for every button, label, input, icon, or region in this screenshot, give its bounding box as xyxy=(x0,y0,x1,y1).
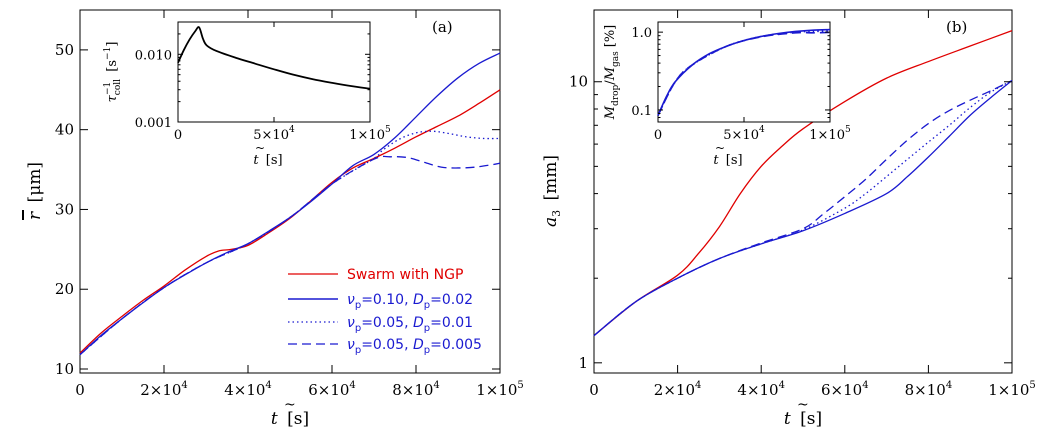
svg-text:Mdrop/Mgas[%]: Mdrop/Mgas[%] xyxy=(603,25,621,121)
panel-a-inset-series xyxy=(177,26,371,90)
panel-b-series-0 xyxy=(593,30,1013,337)
panel-b-inset-y-label: Mdrop/Mgas[%] xyxy=(603,25,621,121)
panel-a-inset-series-0 xyxy=(177,26,371,90)
panel-b-x-tick-label: 8×104 xyxy=(905,380,953,399)
panel-a-series xyxy=(79,52,501,356)
panel-b-x-label-tilde: ~ xyxy=(797,397,809,413)
panel-b-inset-series-2 xyxy=(657,31,831,116)
panel-a-y-tick-label: 50 xyxy=(55,41,74,59)
panel-a-label: (a) xyxy=(432,18,453,36)
panel-a-y-tick-label: 20 xyxy=(55,280,74,298)
panel-a-y-label-unit: [μm] xyxy=(25,162,45,202)
panel-b-inset-series xyxy=(657,28,831,116)
panel-b-y-tick-label: 1 xyxy=(578,354,588,372)
panel-b-inset-x-tick-label: 5×104 xyxy=(723,125,765,143)
panel-a-x-tick-label: 8×104 xyxy=(392,380,440,399)
panel-b-inset-x-tick-label: 0 xyxy=(654,128,662,143)
panel-a-x-label-symbol: t xyxy=(271,409,278,429)
svg-text:r [μm]: r [μm] xyxy=(25,162,45,220)
panel-b-label: (b) xyxy=(946,18,967,36)
panel-b-y-tick-label: 10 xyxy=(569,73,588,91)
panel-b-inset-y-tick-label: 0.1 xyxy=(631,104,652,119)
panel-b-inset-x-tick-label: 1×105 xyxy=(809,125,851,143)
panel-a-legend: Swarm with NGP νp=0.10, Dp=0.02 νp=0.05,… xyxy=(288,267,482,356)
panel-a-y-tick-label: 10 xyxy=(55,360,74,378)
panel-a-inset-x-tick-label: 5×104 xyxy=(253,125,295,143)
panel-a-x-tick-label: 6×104 xyxy=(308,380,356,399)
panel-a-y-tick-label: 30 xyxy=(55,200,74,218)
panel-a-x-label-unit: [s] xyxy=(287,409,309,429)
panel-a-y-label-symbol: r xyxy=(25,211,45,220)
panel-a-inset-y-ticks: 0.001 0.010 xyxy=(135,21,370,131)
panel-b-series xyxy=(593,30,1013,337)
panel-b-inset-y-ticks: 0.1 1.0 xyxy=(631,26,830,123)
legend-label-nu010: νp=0.10, Dp=0.02 xyxy=(347,292,473,311)
panel-a-x-tick-label: 0 xyxy=(75,381,85,399)
panel-a-y-ticks: 10 20 30 40 50 xyxy=(55,41,500,378)
legend-label-nu005-dotted: νp=0.05, Dp=0.01 xyxy=(347,315,473,334)
panel-a-series-3 xyxy=(79,155,501,356)
panel-a-x-tick-label: 2×104 xyxy=(140,380,188,399)
panel-b-x-label: t [s] xyxy=(784,409,822,429)
panel-a-x-tick-label: 1×105 xyxy=(476,380,524,399)
panel-a-inset-frame xyxy=(177,21,371,123)
panel-a-frame xyxy=(79,9,501,374)
panel-a-inset-x-tick-label: 0 xyxy=(174,128,182,143)
panel-b-x-tick-label: 2×104 xyxy=(654,380,702,399)
panel-b-inset-x-ticks: 0 5×104 1×105 xyxy=(654,22,851,143)
panel-a-x-ticks: 0 2×104 4×104 6×104 8×104 1×105 xyxy=(75,10,524,399)
panel-b-frame xyxy=(593,9,1013,374)
panel-b-x-tick-label: 4×104 xyxy=(737,380,785,399)
panel-b-inset-y-tick-label: 1.0 xyxy=(631,26,652,41)
panel-a-inset-x-label: t [s] xyxy=(253,153,282,168)
panel-b: (b) 0 2×104 4×104 6×104 8×104 1×105 1 10 a3 [m… xyxy=(541,9,1036,429)
panel-b-y-label: a3 [mm] xyxy=(541,155,565,227)
panel-a: (a) 0 2×104 4×104 6×104 8×104 1×105 10 20 30 40 5… xyxy=(22,9,524,429)
svg-text:τcoll−1[s−1]: τcoll−1[s−1] xyxy=(103,42,123,103)
panel-b-y-ticks: 1 10 xyxy=(569,73,1012,372)
panel-a-inset-x-tick-label: 1×105 xyxy=(349,125,391,143)
legend-label-nu005-dashed: νp=0.05, Dp=0.005 xyxy=(347,337,482,356)
panel-a-inset-x-label-tilde: ~ xyxy=(255,141,265,155)
svg-text:a3 [mm]: a3 [mm] xyxy=(541,155,565,227)
panel-a-inset-x-ticks: 0 5×104 1×105 xyxy=(174,22,391,143)
legend-label-swarm: Swarm with NGP xyxy=(347,267,463,283)
panel-b-x-ticks: 0 2×104 4×104 6×104 8×104 1×105 xyxy=(589,10,1036,399)
panel-b-x-tick-label: 0 xyxy=(589,381,599,399)
panel-a-inset-y-tick-label: 0.001 xyxy=(135,116,172,131)
panel-a-x-label-tilde: ~ xyxy=(284,397,296,413)
panel-a-y-label: r [μm] xyxy=(25,162,45,220)
panel-b-series-3 xyxy=(593,79,1013,337)
panel-a-inset-y-label: τcoll−1[s−1] xyxy=(103,42,123,103)
panel-b-inset-x-label: t [s] xyxy=(713,153,742,168)
panel-b-inset: 0 5×104 1×105 0.1 1.0 Mdrop/Mgas[%] t [s] ~ xyxy=(603,21,851,168)
panel-a-inset: 0 5×104 1×105 0.001 0.010 τcoll−1[s−1] t [s… xyxy=(103,21,391,168)
panel-b-x-tick-label: 1×105 xyxy=(988,380,1036,399)
panel-b-inset-x-label-tilde: ~ xyxy=(715,141,725,155)
panel-a-inset-y-tick-label: 0.010 xyxy=(135,48,172,63)
panel-b-x-tick-label: 6×104 xyxy=(821,380,869,399)
panel-a-x-tick-label: 4×104 xyxy=(224,380,272,399)
panel-a-y-tick-label: 40 xyxy=(55,121,74,139)
panel-a-x-label: t [s] xyxy=(271,409,309,429)
